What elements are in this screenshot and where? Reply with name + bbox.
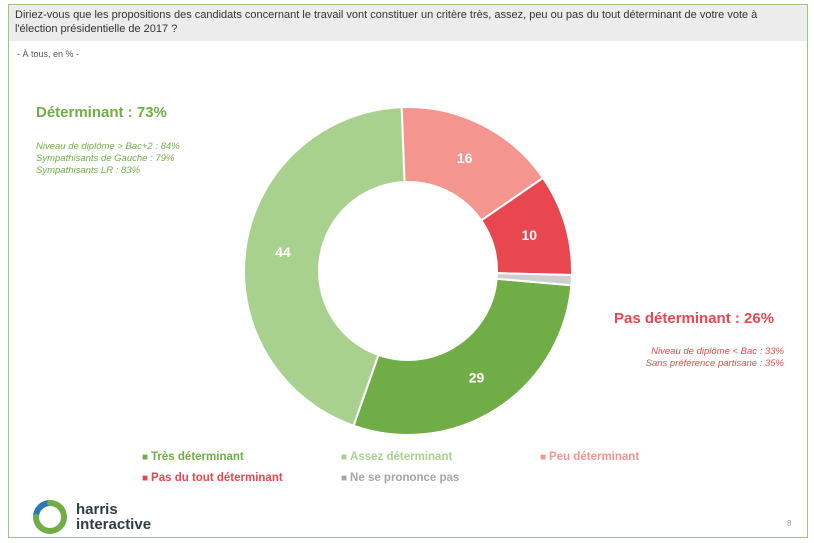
legend-item-tres: ■ Très déterminant [142, 451, 244, 463]
not-determinant-detail: Sans préférence partisane : 35% [645, 358, 784, 369]
question-bar: Diriez-vous que les propositions des can… [9, 5, 807, 41]
legend-label: Pas du tout déterminant [151, 472, 283, 484]
legend-item-peu: ■ Peu déterminant [540, 451, 639, 463]
slice-nsp [495, 272, 573, 287]
data-label: 29 [469, 369, 485, 385]
determinant-detail: Sympathisants de Gauche : 79% [36, 153, 175, 164]
data-label: 10 [521, 227, 537, 243]
legend-label: Ne se prononce pas [350, 472, 460, 484]
legend-label: Très déterminant [151, 451, 244, 463]
question-text: Diriez-vous que les propositions des can… [15, 9, 758, 35]
legend-item-assez: ■ Assez déterminant [341, 451, 452, 463]
not-determinant-detail: Niveau de diplôme < Bac : 33% [651, 346, 784, 357]
basis-note: - À tous, en % - [17, 49, 80, 59]
legend-bullet-icon: ■ [540, 452, 547, 463]
harris-logo-icon [33, 500, 68, 534]
determinant-detail: Sympathisants LR : 83% [36, 165, 141, 176]
page-number: 8 [787, 519, 792, 528]
logo-text: harris interactive [76, 502, 151, 532]
legend-label: Peu déterminant [549, 451, 640, 463]
determinant-details: Niveau de diplôme > Bac+2 : 84% Sympathi… [36, 141, 180, 177]
legend-bullet-icon: ■ [341, 452, 348, 463]
data-label: 16 [457, 150, 473, 166]
legend-bullet-icon: ■ [142, 452, 149, 463]
determinant-detail: Niveau de diplôme > Bac+2 : 84% [36, 141, 180, 152]
slice-assez [243, 106, 406, 427]
not-determinant-details: Niveau de diplôme < Bac : 33% Sans préfé… [602, 346, 784, 370]
logo-line1: harris [76, 501, 118, 518]
legend-item-pas-du-tout: ■ Pas du tout déterminant [142, 472, 283, 484]
not-determinant-title: Pas déterminant : 26% [614, 310, 775, 327]
data-label: 44 [275, 244, 291, 260]
legend-item-nsp: ■ Ne se prononce pas [341, 472, 459, 484]
legend-label: Assez déterminant [350, 451, 453, 463]
determinant-title: Déterminant : 73% [36, 104, 167, 121]
legend-bullet-icon: ■ [142, 473, 149, 484]
slice-tres [352, 277, 573, 436]
slide-frame: Diriez-vous que les propositions des can… [8, 4, 808, 538]
legend-bullet-icon: ■ [341, 473, 348, 484]
logo-line2: interactive [76, 516, 152, 533]
